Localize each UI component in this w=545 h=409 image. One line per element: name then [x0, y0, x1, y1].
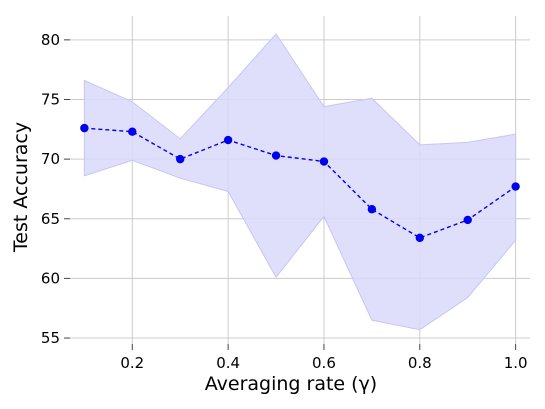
y-tick-label: 75	[41, 90, 60, 108]
x-tick-label: 1.0	[504, 354, 528, 372]
data-point	[367, 205, 377, 214]
x-tick-label: 0.6	[312, 354, 336, 372]
y-axis-ticks: 55 60 65 70 75 80	[41, 31, 70, 347]
data-point	[176, 154, 185, 164]
y-tick-label: 65	[41, 210, 60, 228]
series-line	[84, 127, 517, 239]
y-axis-label: Test Accuracy	[10, 122, 32, 253]
confidence-band	[83, 33, 517, 331]
x-axis-label: Averaging rate (γ)	[205, 373, 377, 395]
y-tick-label: 70	[41, 150, 60, 168]
data-point	[80, 123, 89, 133]
y-tick-label: 60	[41, 269, 60, 287]
data-point-group	[80, 123, 520, 243]
y-tick-label: 55	[41, 329, 60, 347]
data-point	[415, 233, 424, 243]
series-line-group	[84, 127, 517, 239]
data-point	[271, 151, 281, 160]
data-point	[223, 135, 233, 145]
confidence-band-group	[83, 33, 517, 331]
y-tick-label: 80	[41, 31, 60, 49]
x-tick-label: 0.2	[120, 354, 144, 372]
x-tick-label: 0.4	[216, 354, 240, 372]
data-point	[511, 182, 520, 191]
data-point	[128, 127, 137, 136]
data-point	[319, 157, 329, 166]
data-point	[463, 215, 472, 225]
x-tick-label: 0.8	[408, 354, 432, 372]
x-axis-ticks: 0.2 0.4 0.6 0.8 1.0	[120, 344, 528, 372]
